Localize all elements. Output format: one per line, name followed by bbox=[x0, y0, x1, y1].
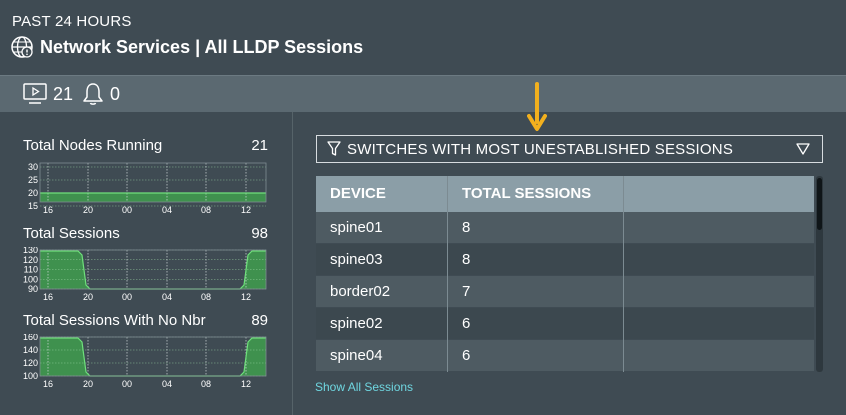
x-tick-label: 00 bbox=[122, 205, 132, 215]
x-tick-label: 04 bbox=[162, 379, 172, 389]
sessions-cell: 6 bbox=[462, 315, 471, 332]
y-tick-label: 90 bbox=[28, 284, 38, 294]
device-cell: spine03 bbox=[330, 251, 383, 268]
status-bar: 21 0 bbox=[0, 75, 846, 112]
y-tick-label: 120 bbox=[23, 255, 38, 265]
x-tick-label: 04 bbox=[162, 292, 172, 302]
x-tick-label: 00 bbox=[122, 292, 132, 302]
device-cell: spine04 bbox=[330, 347, 383, 364]
y-tick-label: 25 bbox=[28, 175, 38, 185]
y-tick-label: 140 bbox=[23, 345, 38, 355]
bell-icon bbox=[83, 83, 103, 105]
sessions-cell: 7 bbox=[462, 283, 471, 300]
nodes-count: 21 bbox=[53, 83, 74, 104]
y-tick-label: 100 bbox=[23, 371, 38, 381]
time-period-label: PAST 24 HOURS bbox=[12, 13, 132, 30]
sparkline-nodes-running[interactable]: 30 25 20 15 16 20 00 04 08 12 bbox=[18, 160, 270, 216]
metric-label-nodes: Total Nodes Running bbox=[23, 137, 163, 154]
y-tick-label: 160 bbox=[23, 334, 38, 342]
x-tick-label: 16 bbox=[43, 379, 53, 389]
x-tick-label: 12 bbox=[241, 292, 251, 302]
x-tick-label: 08 bbox=[201, 379, 211, 389]
table-row[interactable]: border02 7 bbox=[316, 276, 814, 307]
device-cell: spine02 bbox=[330, 315, 383, 332]
plot-border bbox=[39, 162, 267, 203]
y-tick-label: 110 bbox=[24, 265, 38, 275]
filter-dropdown[interactable]: SWITCHES WITH MOST UNESTABLISHED SESSION… bbox=[316, 135, 823, 163]
column-header-device[interactable]: DEVICE bbox=[330, 185, 386, 202]
sessions-cell: 6 bbox=[462, 347, 471, 364]
x-tick-label: 04 bbox=[162, 205, 172, 215]
y-tick-label: 20 bbox=[28, 188, 38, 198]
page-header: PAST 24 HOURS Network Services | All LLD… bbox=[0, 0, 846, 75]
alarms-stat[interactable]: 0 bbox=[82, 82, 120, 106]
metric-label-sessions: Total Sessions bbox=[23, 225, 120, 242]
x-tick-label: 20 bbox=[83, 379, 93, 389]
show-all-sessions-link[interactable]: Show All Sessions bbox=[315, 380, 414, 394]
globe-icon bbox=[11, 36, 33, 58]
y-tick-label: 100 bbox=[23, 274, 38, 284]
x-tick-label: 20 bbox=[83, 292, 93, 302]
table-header: DEVICE TOTAL SESSIONS bbox=[316, 176, 814, 212]
metric-value-nodes: 21 bbox=[251, 137, 268, 154]
table-row[interactable]: spine01 8 bbox=[316, 212, 814, 243]
metric-value-sessions: 98 bbox=[251, 225, 268, 242]
monitor-icon bbox=[23, 83, 47, 104]
sparkline-sessions-no-nbr[interactable]: 160 140 120 100 16 20 00 04 08 12 bbox=[18, 334, 270, 390]
x-tick-label: 00 bbox=[122, 379, 132, 389]
sessions-cell: 8 bbox=[462, 219, 471, 236]
x-tick-label: 16 bbox=[43, 292, 53, 302]
sparkline-area bbox=[40, 193, 266, 202]
y-tick-label: 120 bbox=[23, 358, 38, 368]
x-tick-label: 20 bbox=[83, 205, 93, 215]
panel-divider bbox=[292, 112, 293, 415]
sparkline-area bbox=[40, 251, 266, 289]
table-row[interactable]: spine02 6 bbox=[316, 308, 814, 339]
dropdown-triangle-icon bbox=[796, 143, 810, 155]
metric-value-no-nbr: 89 bbox=[251, 312, 268, 329]
sparkline-area bbox=[40, 338, 266, 376]
y-tick-label: 30 bbox=[28, 162, 38, 172]
column-divider bbox=[623, 176, 624, 372]
scrollbar-thumb[interactable] bbox=[817, 178, 822, 230]
table-scrollbar[interactable] bbox=[816, 176, 823, 372]
table-row[interactable]: spine04 6 bbox=[316, 340, 814, 371]
column-divider bbox=[447, 176, 448, 372]
device-cell: spine01 bbox=[330, 219, 383, 236]
x-tick-label: 08 bbox=[201, 205, 211, 215]
title-row: Network Services | All LLDP Sessions bbox=[10, 35, 363, 59]
sessions-table: DEVICE TOTAL SESSIONS spine01 8 spine03 … bbox=[316, 176, 823, 372]
column-header-total-sessions[interactable]: TOTAL SESSIONS bbox=[462, 185, 592, 202]
table-row[interactable]: spine03 8 bbox=[316, 244, 814, 275]
x-tick-label: 12 bbox=[241, 205, 251, 215]
filter-label: SWITCHES WITH MOST UNESTABLISHED SESSION… bbox=[347, 140, 734, 158]
device-cell: border02 bbox=[330, 283, 391, 300]
y-tick-label: 130 bbox=[23, 247, 38, 255]
alarms-count: 0 bbox=[110, 83, 121, 104]
nodes-stat[interactable]: 21 bbox=[23, 82, 73, 106]
filter-icon bbox=[327, 141, 341, 156]
plot-border bbox=[39, 336, 267, 377]
y-tick-label: 15 bbox=[28, 201, 38, 211]
page-title: Network Services | All LLDP Sessions bbox=[40, 36, 364, 57]
x-tick-label: 16 bbox=[43, 205, 53, 215]
arrow-down-icon bbox=[527, 82, 547, 131]
sessions-cell: 8 bbox=[462, 251, 471, 268]
plot-border bbox=[39, 249, 267, 290]
metric-label-no-nbr: Total Sessions With No Nbr bbox=[23, 312, 206, 329]
x-tick-label: 12 bbox=[241, 379, 251, 389]
x-tick-label: 08 bbox=[201, 292, 211, 302]
